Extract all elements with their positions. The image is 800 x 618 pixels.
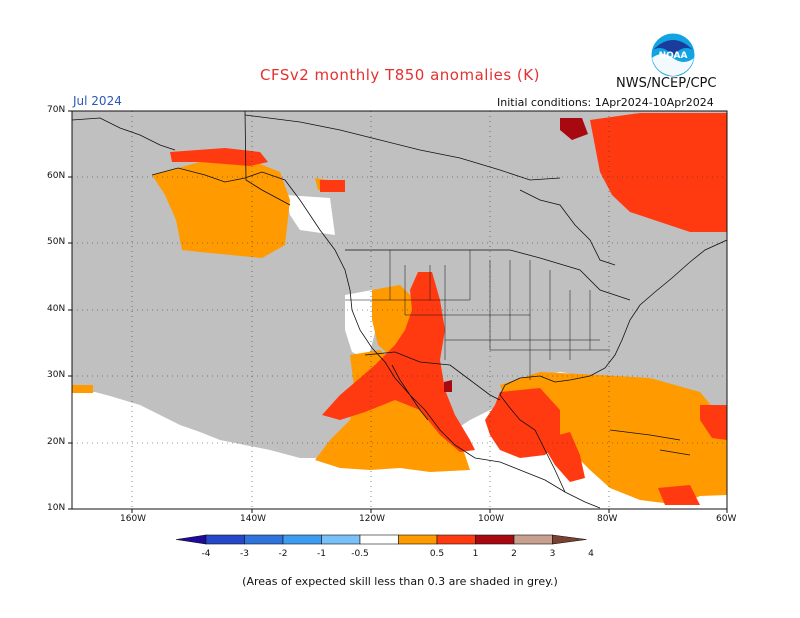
lat-label: 20N xyxy=(47,437,66,447)
lon-label: 100W xyxy=(478,514,505,524)
lat-label: 10N xyxy=(47,503,66,513)
agency-label: NWS/NCEP/CPC xyxy=(616,76,717,91)
colorbar-swatch xyxy=(436,534,476,545)
border-alaska-canada xyxy=(244,111,291,206)
coast-hudson-bay xyxy=(519,189,616,266)
colorbar-arrow-right xyxy=(552,534,587,545)
colorbar-tick-label: 2 xyxy=(511,549,517,559)
red-central-america xyxy=(540,432,585,482)
colorbar-swatch xyxy=(321,534,361,545)
red-alaska-north xyxy=(170,148,268,166)
lon-label: 60W xyxy=(716,514,737,524)
forecast-month: Jul 2024 xyxy=(73,94,122,108)
red-atlantic-south xyxy=(658,485,700,505)
colorbar-tick-label: -3 xyxy=(240,549,249,559)
map-title: CFSv2 monthly T850 anomalies (K) xyxy=(260,66,540,84)
colorbar-tick-label: 0.5 xyxy=(430,549,444,559)
axis-ticks xyxy=(68,110,728,513)
lat-label: 40N xyxy=(47,304,66,314)
coast-west-north-america xyxy=(151,167,601,509)
lat-label: 70N xyxy=(47,105,66,115)
colorbar-swatch xyxy=(282,534,322,545)
orange-pacific-mexico xyxy=(315,350,470,472)
darkred-mexico xyxy=(444,380,452,392)
colorbar-swatch xyxy=(398,534,438,545)
red-yukon xyxy=(320,180,345,192)
lon-label: 140W xyxy=(240,514,267,524)
colorbar-swatch xyxy=(359,534,399,545)
red-atlantic xyxy=(700,405,727,440)
border-us-mexico xyxy=(364,351,501,401)
caribbean-islands xyxy=(609,429,691,456)
coast-gulf xyxy=(499,239,727,493)
colorbar-tick-label: 3 xyxy=(550,549,556,559)
darkred-baffin xyxy=(560,118,588,140)
lon-label: 160W xyxy=(120,514,147,524)
state-borders xyxy=(345,250,610,380)
orange-gulf-caribbean xyxy=(500,372,727,505)
darkred-anomaly-regions xyxy=(444,118,588,392)
lon-label: 120W xyxy=(359,514,386,524)
lat-label: 30N xyxy=(47,370,66,380)
orange-alaska xyxy=(152,160,290,258)
colorbar-swatch xyxy=(205,534,245,545)
red-rockies xyxy=(322,272,475,452)
red-canada-east xyxy=(590,113,727,232)
white-patch-pacific xyxy=(345,290,378,360)
colorbar-arrow-left xyxy=(175,534,207,545)
colorbar-tick-label: -4 xyxy=(202,549,211,559)
orange-hawaii-edge xyxy=(72,385,93,393)
skill-footnote: (Areas of expected skill less than 0.3 a… xyxy=(242,575,558,588)
colorbar-swatch xyxy=(475,534,515,545)
colorbar-tick-label: -1 xyxy=(317,549,326,559)
colorbar-swatch xyxy=(513,534,553,545)
red-anomaly-regions xyxy=(170,113,727,505)
colorbar: -4 -3 -2 -1 -0.5 0.5 1 2 3 4 xyxy=(175,534,594,559)
colorbar-tick-label: 4 xyxy=(588,549,594,559)
colorbar-swatch xyxy=(244,534,284,545)
logo-text: NOAA xyxy=(659,51,688,61)
coast-arctic xyxy=(244,114,561,181)
colorbar-tick-label: 1 xyxy=(473,549,479,559)
colorbar-tick-label: -0.5 xyxy=(351,549,369,559)
noaa-logo: NOAA xyxy=(650,32,696,82)
coast-alaska-west xyxy=(72,117,176,151)
lat-label: 50N xyxy=(47,237,66,247)
lon-label: 80W xyxy=(597,514,618,524)
coastlines xyxy=(72,111,727,509)
coast-baja xyxy=(391,364,429,421)
lat-label: 60N xyxy=(47,171,66,181)
initial-conditions: Initial conditions: 1Apr2024-10Apr2024 xyxy=(497,96,714,109)
colorbar-tick-label: -2 xyxy=(279,549,288,559)
